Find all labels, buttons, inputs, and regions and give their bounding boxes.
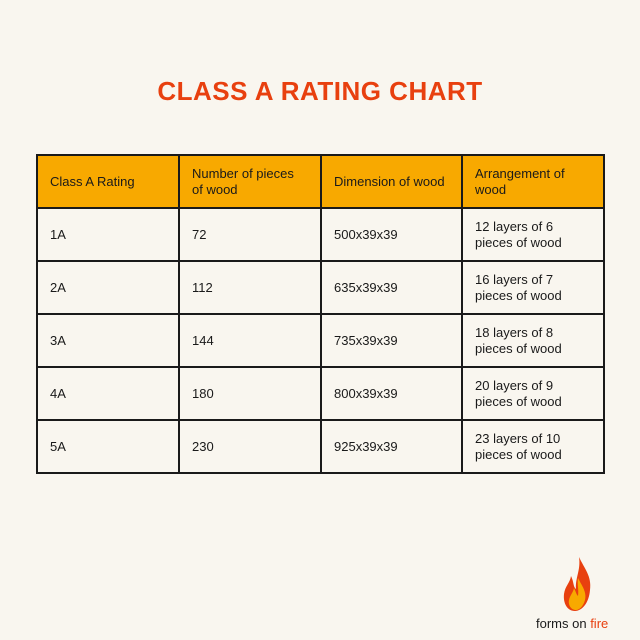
cell-rating: 5A xyxy=(36,419,180,474)
cell-arrangement: 18 layers of 8 pieces of wood xyxy=(461,313,605,368)
table-row: 1A 72 500x39x39 12 layers of 6 pieces of… xyxy=(36,207,605,262)
rating-table: Class A Rating Number of pieces of wood … xyxy=(36,154,605,474)
header-arrangement: Arrangement of wood xyxy=(461,154,605,209)
cell-pieces: 144 xyxy=(178,313,322,368)
table-row: 4A 180 800x39x39 20 layers of 9 pieces o… xyxy=(36,366,605,421)
table-row: 2A 112 635x39x39 16 layers of 7 pieces o… xyxy=(36,260,605,315)
cell-rating: 3A xyxy=(36,313,180,368)
cell-dimension: 500x39x39 xyxy=(320,207,463,262)
cell-dimension: 635x39x39 xyxy=(320,260,463,315)
cell-rating: 2A xyxy=(36,260,180,315)
brand-name-accent: fire xyxy=(590,616,609,631)
cell-pieces: 72 xyxy=(178,207,322,262)
brand-name: forms on fire xyxy=(536,616,608,631)
page-title: CLASS A RATING CHART xyxy=(157,76,483,106)
cell-pieces: 112 xyxy=(178,260,322,315)
table-row: 5A 230 925x39x39 23 layers of 10 pieces … xyxy=(36,419,605,474)
cell-arrangement: 20 layers of 9 pieces of wood xyxy=(461,366,605,421)
header-class-rating: Class A Rating xyxy=(36,154,180,209)
cell-arrangement: 16 layers of 7 pieces of wood xyxy=(461,260,605,315)
flame-icon xyxy=(563,557,591,611)
brand-name-main: forms on xyxy=(536,616,591,631)
cell-pieces: 180 xyxy=(178,366,322,421)
header-dimension: Dimension of wood xyxy=(320,154,463,209)
cell-arrangement: 23 layers of 10 pieces of wood xyxy=(461,419,605,474)
header-pieces: Number of pieces of wood xyxy=(178,154,322,209)
brand-logo: forms on fire xyxy=(536,556,626,636)
cell-dimension: 800x39x39 xyxy=(320,366,463,421)
cell-rating: 4A xyxy=(36,366,180,421)
table-header-row: Class A Rating Number of pieces of wood … xyxy=(36,154,605,209)
cell-pieces: 230 xyxy=(178,419,322,474)
cell-arrangement: 12 layers of 6 pieces of wood xyxy=(461,207,605,262)
cell-dimension: 925x39x39 xyxy=(320,419,463,474)
cell-dimension: 735x39x39 xyxy=(320,313,463,368)
cell-rating: 1A xyxy=(36,207,180,262)
table-row: 3A 144 735x39x39 18 layers of 8 pieces o… xyxy=(36,313,605,368)
